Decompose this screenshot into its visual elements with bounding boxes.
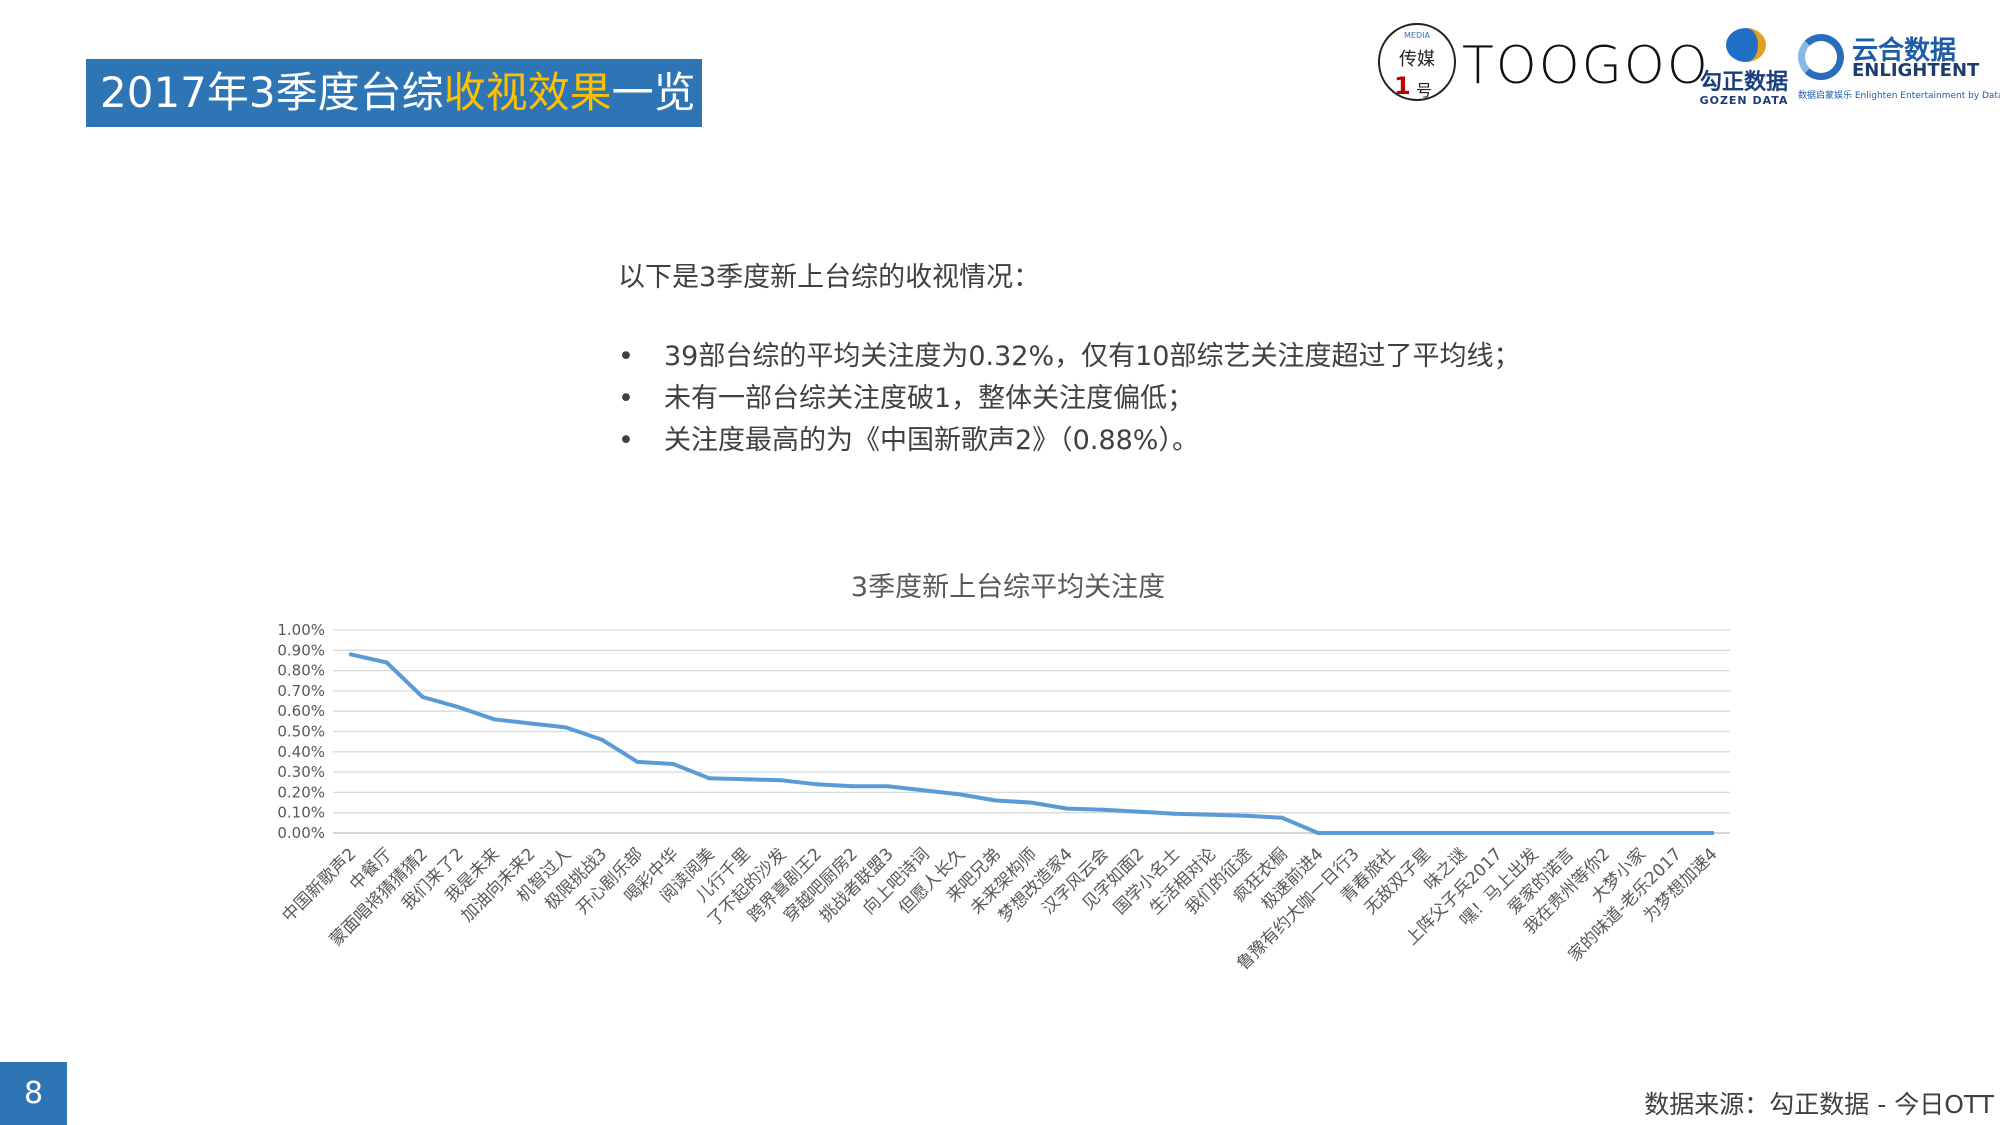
y-tick-label: 0.30% [277,763,325,781]
bullet-text: 39部台综的平均关注度为0.32%，仅有10部综艺关注度超过了平均线； [664,341,1521,372]
bullet-mark: • [618,383,634,414]
bullet-item: • 39部台综的平均关注度为0.32%，仅有10部综艺关注度超过了平均线； [618,336,1520,378]
title-post: 一览 [611,68,696,117]
data-point [563,725,568,730]
data-point [1136,809,1141,814]
chart-svg: 3季度新上台综平均关注度 0.00%0.10%0.20%0.30%0.40%0.… [277,572,1730,974]
enlight-logo: 云合数据 ENLIGHTENT 数据启蒙娱乐 Enlighten Enterta… [1798,30,2000,110]
bullet-item: • 未有一部台综关注度破1，整体关注度偏低； [618,378,1520,420]
y-axis-ticks: 0.00% 0.10% 0.20% 0.30% 0.40% 0.50% 0.60% 0.70%… [277,621,325,842]
data-point [1710,831,1715,835]
media-logo-number: 1 [1394,72,1411,100]
media-logo-name: 传媒 [1399,49,1435,70]
y-tick-label: 0.70% [277,682,325,700]
data-point [1029,800,1034,805]
enlight-logo-en: ENLIGHTENT [1852,60,1980,81]
data-point [492,717,497,722]
data-point [922,788,927,793]
data-point [1423,831,1428,835]
data-point [1495,831,1500,835]
y-tick-label: 0.60% [277,702,325,720]
data-point [1602,831,1607,835]
data-point [599,737,604,742]
media-logo-top: MEDIA [1404,31,1430,40]
toogoo-logo: TOOGOO [1462,36,1710,96]
gozen-logo-en: GOZEN DATA [1699,94,1789,107]
chart-series [348,652,1715,835]
data-point [420,694,425,699]
data-point [1351,831,1356,835]
data-point [1459,831,1464,835]
gozen-logo-cn: 勾正数据 [1699,70,1788,95]
enlight-logo-cn: 云合数据 [1852,36,1957,66]
bullet-text: 关注度最高的为《中国新歌声2》（0.88%）。 [664,425,1199,456]
bullet-item: • 关注度最高的为《中国新歌声2》（0.88%）。 [618,420,1520,462]
data-point [1316,831,1321,835]
data-point [957,792,962,797]
data-point [1566,831,1571,835]
y-tick-label: 0.80% [277,662,325,680]
page-title: 2017年3季度台综收视效果一览 [86,59,702,127]
data-point [456,705,461,710]
chart-title: 3季度新上台综平均关注度 [851,572,1165,603]
title-pre: 2017年3季度台综 [100,68,444,117]
enlight-ring-icon [1798,34,1844,80]
media-logo-suffix: 号 [1416,81,1433,100]
line-chart: 3季度新上台综平均关注度 0.00% 0.10% 0.20% 0.30% 0.40% 0.… [250,560,1750,1000]
data-point [850,784,855,789]
title-highlight: 收视效果 [443,68,612,117]
data-point [635,759,640,764]
y-tick-label: 0.20% [277,783,325,801]
x-axis-ticks: 中国新歌声2中餐厅蒙面唱将猜猜猜2我们来了2我是未来加油向未来2机智过人极限挑战… [279,844,1722,974]
data-point [1101,807,1106,812]
y-tick-label: 0.90% [277,641,325,659]
data-source: 数据来源：勾正数据 - 今日OTT [1644,1090,1994,1119]
enlight-logo-tagline: 数据启蒙娱乐 Enlighten Entertainment by Data [1798,91,2000,101]
bullet-mark: • [618,425,634,456]
data-point [1065,806,1070,811]
data-point [814,782,819,787]
partner-logos: MEDIA 传媒 1 号 TOOGOO 勾正数据 GOZEN DATA 云合数据… [1378,20,2000,112]
y-tick-label: 0.50% [277,723,325,741]
bullet-mark: • [618,341,634,372]
data-point [707,776,712,781]
y-tick-label: 0.10% [277,804,325,822]
gozen-logo: 勾正数据 GOZEN DATA [1696,28,1792,108]
y-tick-label: 1.00% [277,621,325,639]
data-point [384,660,389,665]
media-logo: MEDIA 传媒 1 号 [1378,23,1456,101]
data-point [1172,811,1177,816]
data-point [1387,831,1392,835]
data-point [671,761,676,766]
series-line [348,652,1715,835]
data-point [1208,812,1213,817]
y-tick-label: 0.40% [277,743,325,761]
data-point [348,652,353,657]
data-point [886,784,891,789]
chart-gridlines [333,629,1730,834]
summary-bullets: • 39部台综的平均关注度为0.32%，仅有10部综艺关注度超过了平均线； • 未有… [618,336,1520,462]
data-point [1244,813,1249,818]
data-point [1638,831,1643,835]
data-point [778,778,783,783]
data-point [1280,815,1285,820]
gozen-swirl-icon [1726,28,1766,62]
page-number: 8 [0,1062,67,1125]
intro-text: 以下是3季度新上台综的收视情况： [618,262,1041,293]
data-point [1674,831,1679,835]
bullet-text: 未有一部台综关注度破1，整体关注度偏低； [664,383,1195,414]
data-point [993,798,998,803]
data-point [528,721,533,726]
data-point [742,777,747,782]
data-point [1530,831,1535,835]
y-tick-label: 0.00% [277,824,325,842]
